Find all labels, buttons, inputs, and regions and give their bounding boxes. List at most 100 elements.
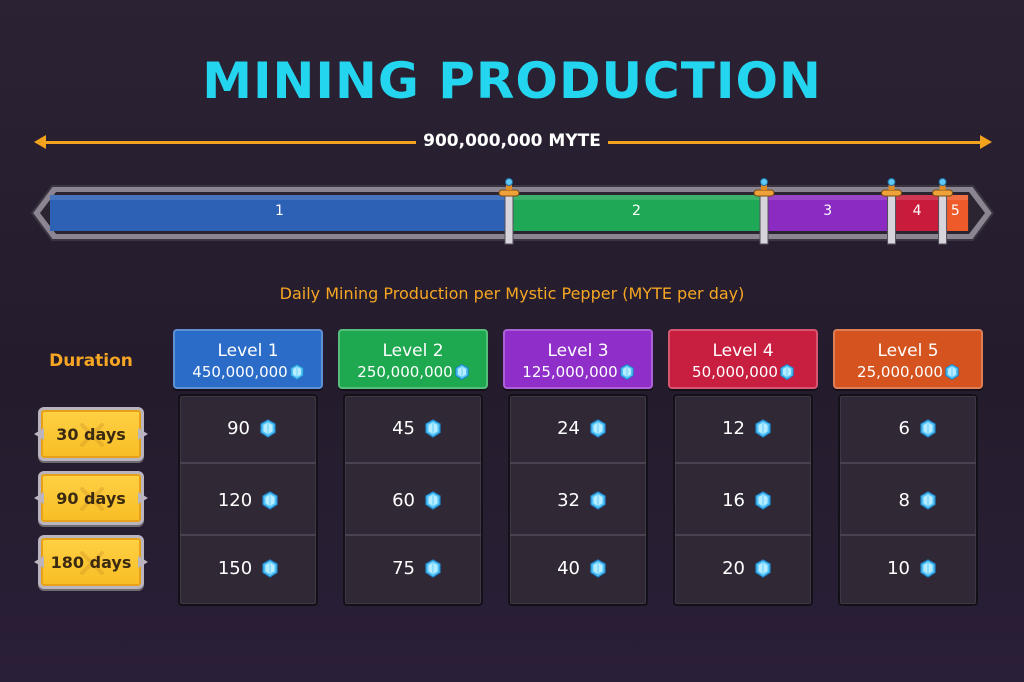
row-divider xyxy=(345,462,481,464)
sword-pommel-icon xyxy=(938,178,947,186)
value-cell: 8 xyxy=(840,468,976,532)
diamond-gem-icon xyxy=(262,558,278,578)
diamond-gem-icon xyxy=(425,418,441,438)
diamond-gem-icon xyxy=(920,490,936,510)
value-cell: 6 xyxy=(840,396,976,460)
value-text: 10 xyxy=(887,557,910,579)
section-subtitle: Daily Mining Production per Mystic Peppe… xyxy=(279,284,745,303)
row-divider xyxy=(840,462,976,464)
value-text: 120 xyxy=(217,489,253,511)
diamond-gem-icon xyxy=(425,558,441,578)
level-supply-value: 25,000,000 xyxy=(857,363,943,381)
diamond-gem-icon xyxy=(590,418,606,438)
duration-text: 30 days xyxy=(56,424,126,444)
value-cell: 16 xyxy=(675,468,811,532)
value-cell: 45 xyxy=(345,396,481,460)
level-supply: 50,000,000 xyxy=(670,361,816,383)
tag-notch-right xyxy=(138,492,148,504)
diamond-gem-icon xyxy=(945,364,959,380)
duration-text: 90 days xyxy=(56,488,126,508)
level-supply: 125,000,000 xyxy=(505,361,651,383)
bar-segment-label: 5 xyxy=(950,203,960,219)
level-supply-value: 450,000,000 xyxy=(192,363,288,381)
row-divider xyxy=(510,534,646,536)
row-divider xyxy=(510,462,646,464)
level-1-header: Level 1 450,000,000 xyxy=(173,329,323,389)
bar-segment-highlight xyxy=(764,195,892,200)
crossed-swords-icon xyxy=(80,551,104,575)
value-cell: 20 xyxy=(675,536,811,600)
diamond-gem-icon xyxy=(755,558,771,578)
supply-bar-graphic xyxy=(30,178,995,245)
value-text: 60 xyxy=(392,489,415,511)
level-3-values: 24 32 40 xyxy=(508,394,648,606)
bar-segment-highlight xyxy=(891,195,943,200)
row-divider xyxy=(180,462,316,464)
level-name: Level 2 xyxy=(382,341,444,361)
sword-blade-icon xyxy=(887,195,897,245)
diamond-gem-icon xyxy=(455,364,469,380)
total-supply-label: 900,000,000 MYTE xyxy=(423,131,601,151)
bar-segment-label: 3 xyxy=(823,203,833,219)
total-arrow-line-right xyxy=(608,141,982,144)
value-cell: 10 xyxy=(840,536,976,600)
level-supply: 250,000,000 xyxy=(340,361,486,383)
tag-notch-left xyxy=(34,428,44,440)
duration-tag-90-days: 90 days xyxy=(34,471,148,525)
value-text: 6 xyxy=(898,417,910,439)
tag-notch-left xyxy=(34,492,44,504)
sword-pommel-icon xyxy=(760,178,769,186)
level-supply: 25,000,000 xyxy=(835,361,981,383)
level-3-column: Level 3 125,000,000 24 32 40 xyxy=(503,329,653,606)
duration-tag-30-days: 30 days xyxy=(34,407,148,461)
tag-notch-right xyxy=(138,428,148,440)
value-text: 75 xyxy=(392,557,415,579)
value-text: 32 xyxy=(557,489,580,511)
diamond-gem-icon xyxy=(425,490,441,510)
bar-segment-1 xyxy=(50,195,509,231)
total-arrow-line-left xyxy=(44,141,416,144)
sword-guard-icon xyxy=(932,189,954,197)
level-5-column: Level 5 25,000,000 6 8 10 xyxy=(833,329,983,606)
value-text: 24 xyxy=(557,417,580,439)
sword-guard-icon xyxy=(498,189,520,197)
row-divider xyxy=(345,534,481,536)
sword-guard-icon xyxy=(753,189,775,197)
level-name: Level 5 xyxy=(877,341,939,361)
bar-segment-label: 4 xyxy=(912,203,922,219)
bar-segment-3 xyxy=(764,195,892,231)
row-divider xyxy=(840,534,976,536)
level-supply: 450,000,000 xyxy=(175,361,321,383)
level-2-column: Level 2 250,000,000 45 60 75 xyxy=(338,329,488,606)
supply-progress-bar: 1 2 3 4 5 xyxy=(30,178,995,248)
value-cell: 12 xyxy=(675,396,811,460)
page-title: MINING PRODUCTION xyxy=(202,52,822,110)
bar-segment-4 xyxy=(891,195,943,231)
value-cell: 120 xyxy=(180,468,316,532)
value-text: 150 xyxy=(217,557,253,579)
sword-guard-icon xyxy=(881,189,903,197)
diamond-gem-icon xyxy=(590,558,606,578)
diamond-gem-icon xyxy=(620,364,634,380)
level-4-values: 12 16 20 xyxy=(673,394,813,606)
value-text: 20 xyxy=(722,557,745,579)
tag-notch-right xyxy=(138,556,148,568)
level-1-column: Level 1 450,000,000 90 120 150 xyxy=(173,329,323,606)
bar-segment-highlight xyxy=(509,195,765,200)
value-text: 16 xyxy=(722,489,745,511)
value-cell: 32 xyxy=(510,468,646,532)
level-supply-value: 125,000,000 xyxy=(522,363,618,381)
duration-text: 180 days xyxy=(50,552,132,572)
tag-notch-left xyxy=(34,556,44,568)
diamond-gem-icon xyxy=(262,490,278,510)
arrow-left-icon xyxy=(34,135,46,149)
diamond-gem-icon xyxy=(780,364,794,380)
level-5-values: 6 8 10 xyxy=(838,394,978,606)
crossed-swords-icon xyxy=(80,487,104,511)
sword-blade-icon xyxy=(759,195,769,245)
value-cell: 24 xyxy=(510,396,646,460)
row-divider xyxy=(675,534,811,536)
bar-segment-2 xyxy=(509,195,765,231)
level-5-header: Level 5 25,000,000 xyxy=(833,329,983,389)
bar-segment-label: 1 xyxy=(275,203,284,219)
